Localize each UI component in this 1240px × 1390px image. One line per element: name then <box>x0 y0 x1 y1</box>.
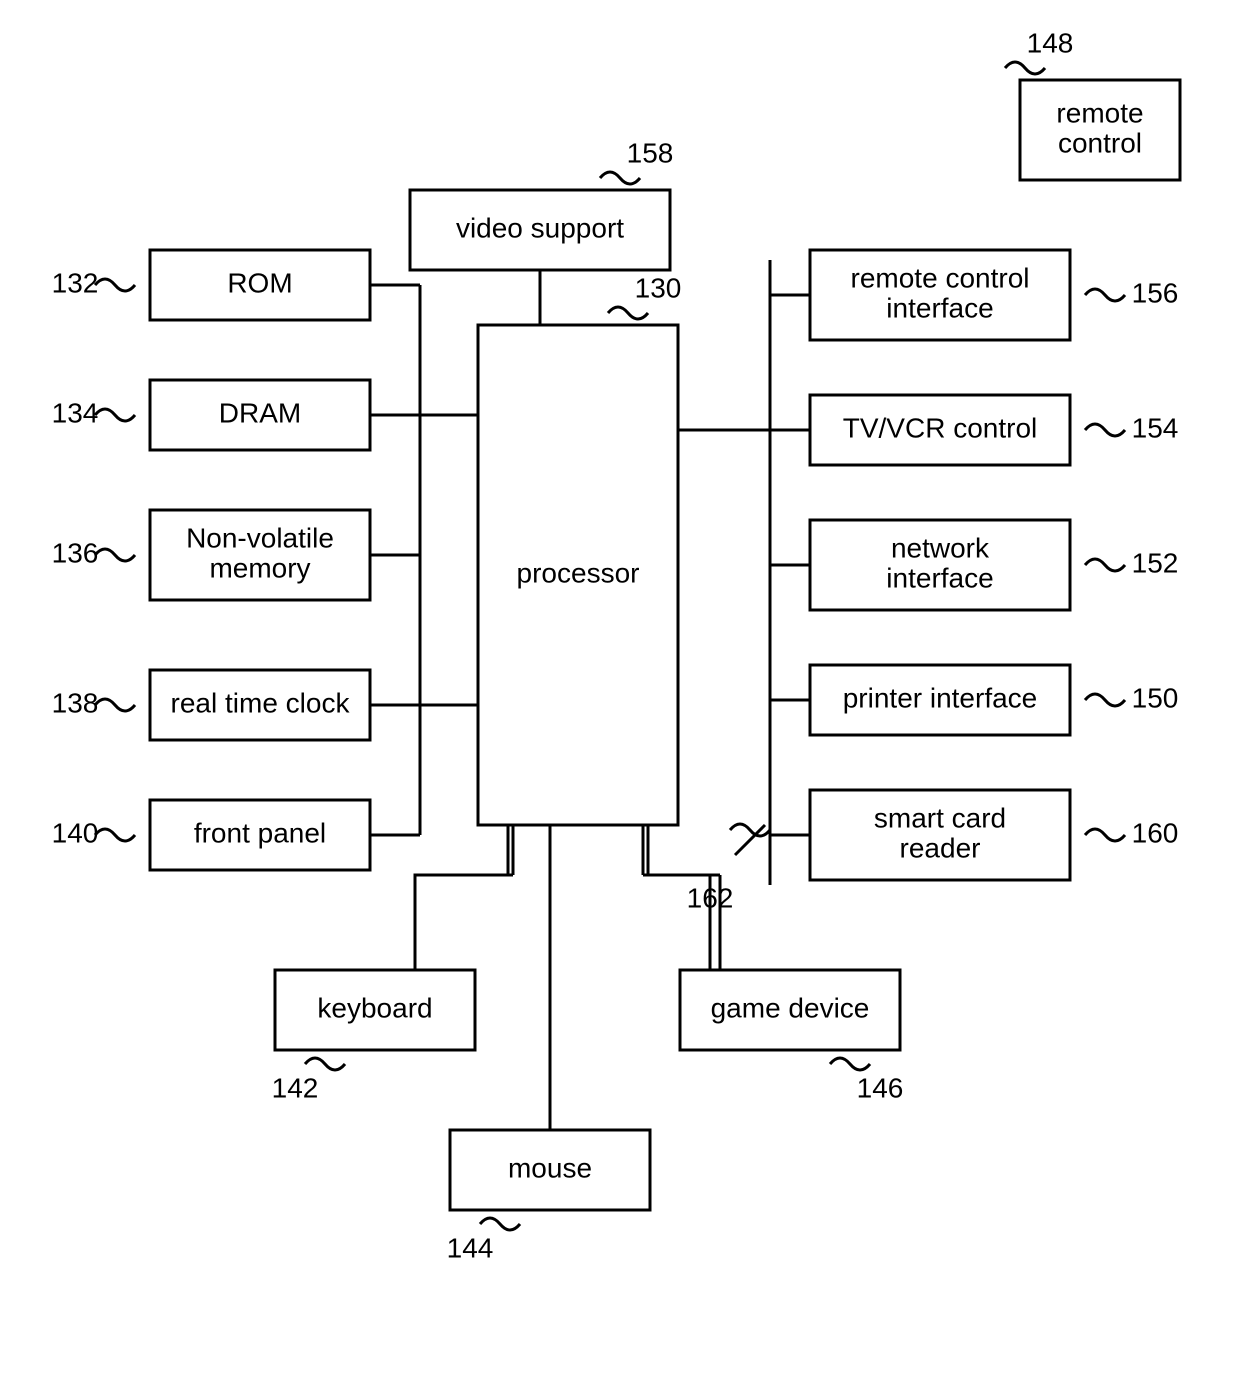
label-front_panel: front panel <box>194 817 326 848</box>
ref-rom: 132 <box>52 267 99 298</box>
ref-rtc: 138 <box>52 687 99 718</box>
ref-remote_control: 148 <box>1027 27 1074 58</box>
node-rtc: real time clock 138 <box>52 670 370 740</box>
ref-rc_interface: 156 <box>1132 277 1179 308</box>
ref-bus: 162 <box>687 882 734 913</box>
node-smartcard: smart cardreader 160 <box>810 790 1178 880</box>
block-diagram: processor 130 video support 158 ROM 132 DRAM 13… <box>0 0 1240 1390</box>
ref-dram: 134 <box>52 397 99 428</box>
label-net_if-0: network <box>891 532 990 563</box>
label-rtc: real time clock <box>171 687 351 718</box>
node-game_device: game device 146 <box>680 970 903 1103</box>
node-tvvcr: TV/VCR control 154 <box>810 395 1178 465</box>
ref-front_panel: 140 <box>52 817 99 848</box>
label-processor: processor <box>517 557 640 588</box>
label-nvmem-0: Non-volatile <box>186 522 334 553</box>
node-dram: DRAM 134 <box>52 380 370 450</box>
ref-processor: 130 <box>635 272 682 303</box>
ref-printer_if: 150 <box>1132 682 1179 713</box>
ref-video_support: 158 <box>627 137 674 168</box>
node-nvmem: Non-volatilememory 136 <box>52 510 370 600</box>
label-game_device: game device <box>711 992 870 1023</box>
node-printer_if: printer interface 150 <box>810 665 1178 735</box>
label-smartcard-1: reader <box>900 832 981 863</box>
label-keyboard: keyboard <box>317 992 432 1023</box>
ref-mouse: 144 <box>447 1232 494 1263</box>
label-printer_if: printer interface <box>843 682 1038 713</box>
node-rom: ROM 132 <box>52 250 370 320</box>
ref-smartcard: 160 <box>1132 817 1179 848</box>
node-mouse: mouse 144 <box>447 1130 650 1263</box>
node-keyboard: keyboard 142 <box>272 970 475 1103</box>
node-front_panel: front panel 140 <box>52 800 370 870</box>
label-nvmem-1: memory <box>209 552 310 583</box>
node-video_support: video support 158 <box>410 137 673 270</box>
ref-game_device: 146 <box>857 1072 904 1103</box>
edge-keyboard-processor <box>415 825 508 970</box>
label-net_if-1: interface <box>886 562 993 593</box>
label-remote_control-1: control <box>1058 127 1142 158</box>
node-remote_control: remotecontrol 148 <box>1005 27 1180 180</box>
label-mouse: mouse <box>508 1152 592 1183</box>
node-rc_interface: remote controlinterface 156 <box>810 250 1178 340</box>
label-rc_interface-0: remote control <box>851 262 1030 293</box>
node-processor: processor 130 <box>478 272 681 825</box>
label-tvvcr: TV/VCR control <box>843 412 1038 443</box>
label-rc_interface-1: interface <box>886 292 993 323</box>
ref-keyboard: 142 <box>272 1072 319 1103</box>
ref-nvmem: 136 <box>52 537 99 568</box>
label-smartcard-0: smart card <box>874 802 1006 833</box>
label-rom: ROM <box>227 267 292 298</box>
node-net_if: networkinterface 152 <box>810 520 1178 610</box>
label-remote_control-0: remote <box>1056 97 1143 128</box>
nodes-group: processor 130 video support 158 ROM 132 DRAM 13… <box>52 27 1180 1263</box>
ref-net_if: 152 <box>1132 547 1179 578</box>
label-dram: DRAM <box>219 397 301 428</box>
ref-tvvcr: 154 <box>1132 412 1179 443</box>
label-video_support: video support <box>456 212 624 243</box>
